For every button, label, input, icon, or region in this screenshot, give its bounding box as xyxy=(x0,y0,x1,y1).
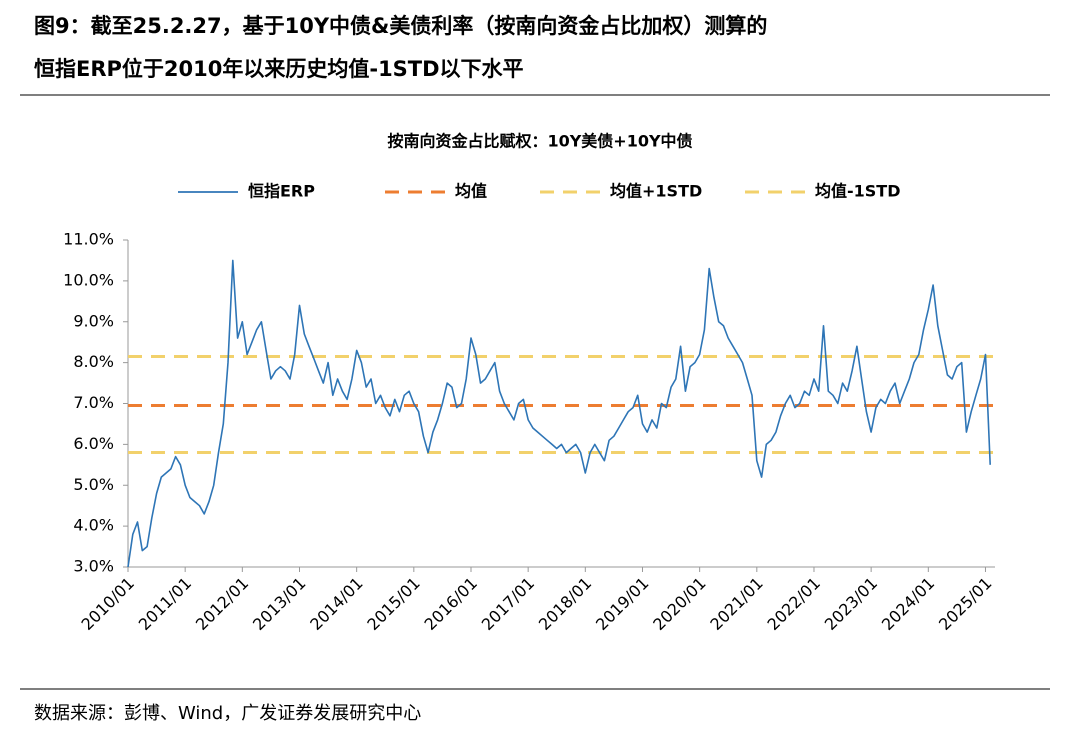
chart-title: 按南向资金占比赋权：10Y美债+10Y中债 xyxy=(387,132,692,151)
legend-label: 均值-1STD xyxy=(815,182,901,201)
series-line xyxy=(127,259,991,568)
x-tick-label: 2020/01 xyxy=(649,574,709,634)
y-tick-label: 5.0% xyxy=(73,475,114,494)
legend-label: 恒指ERP xyxy=(248,182,315,201)
y-tick-label: 9.0% xyxy=(73,311,114,330)
x-tick-label: 2014/01 xyxy=(306,574,366,634)
figure-title: 恒指ERP位于2010年以来历史均值-1STD以下水平 xyxy=(34,57,524,81)
y-tick-label: 11.0% xyxy=(63,230,114,249)
x-tick-label: 2018/01 xyxy=(535,574,595,634)
x-tick-label: 2025/01 xyxy=(935,574,995,634)
x-tick-label: 2013/01 xyxy=(249,574,309,634)
y-tick-label: 4.0% xyxy=(73,516,114,535)
x-tick-label: 2012/01 xyxy=(192,574,252,634)
source: 数据来源：彭博、Wind，广发证券发展研究中心 xyxy=(34,703,421,724)
y-tick-label: 8.0% xyxy=(73,352,114,371)
x-tick-label: 2024/01 xyxy=(878,574,938,634)
y-tick-label: 6.0% xyxy=(73,434,114,453)
y-tick-label: 7.0% xyxy=(73,393,114,412)
x-tick-label: 2021/01 xyxy=(706,574,766,634)
x-tick-label: 2011/01 xyxy=(135,574,195,634)
x-tick-label: 2016/01 xyxy=(421,574,481,634)
x-tick-label: 2019/01 xyxy=(592,574,652,634)
legend-label: 均值 xyxy=(455,182,487,201)
figure-title: 图9：截至25.2.27，基于10Y中债&美债利率（按南向资金占比加权）测算的 xyxy=(34,14,767,38)
x-tick-label: 2010/01 xyxy=(78,574,138,634)
y-tick-label: 10.0% xyxy=(63,270,114,289)
y-tick-label: 3.0% xyxy=(73,557,114,576)
x-tick-label: 2015/01 xyxy=(363,574,423,634)
legend-label: 均值+1STD xyxy=(610,182,702,201)
x-tick-label: 2023/01 xyxy=(821,574,881,634)
x-tick-label: 2017/01 xyxy=(478,574,538,634)
x-tick-label: 2022/01 xyxy=(764,574,824,634)
